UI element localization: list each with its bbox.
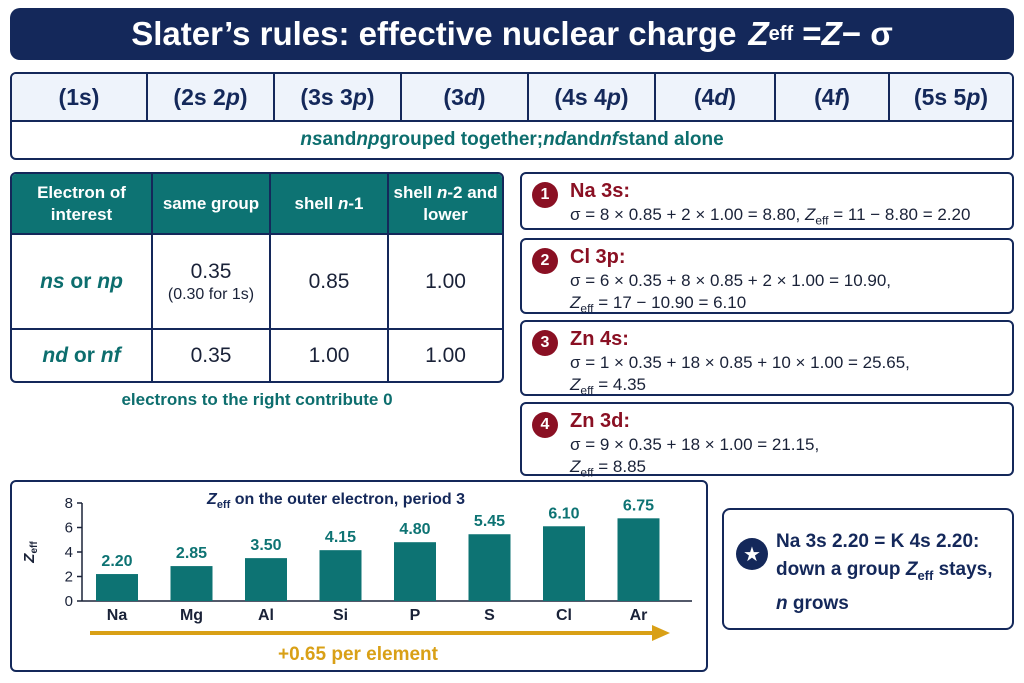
callout-line-1: Na 3s 2.20 = K 4s 2.20: xyxy=(776,531,980,552)
table-row: ns or np 0.35 (0.30 for 1s) 0.85 1.00 xyxy=(12,232,502,330)
x-tick-label: S xyxy=(484,607,495,624)
y-tick-label: 0 xyxy=(65,593,73,610)
row-label: nd or nf xyxy=(12,328,153,381)
example-heading: Zn 4s: xyxy=(570,328,629,350)
trend-arrow-head xyxy=(652,625,670,641)
badge-number: 4 xyxy=(532,412,558,438)
bar-p xyxy=(394,542,436,601)
title-text: Slater’s rules: effective nuclear charge xyxy=(131,15,737,52)
example-heading: Cl 3p: xyxy=(570,246,626,268)
title-rest: − σ xyxy=(841,15,893,52)
bar-ar xyxy=(617,518,660,601)
badge-number: 1 xyxy=(532,182,558,208)
chart-title: Zeff on the outer electron, period 3 xyxy=(206,491,465,511)
example-card-2: 2 Cl 3p: σ = 6 × 0.35 + 8 × 0.85 + 2 × 1… xyxy=(520,238,1014,315)
title-z: Z xyxy=(748,15,769,52)
orbital-groups-row: (1s) (2s 2 p) (3s 3 p) (3 d) (4s 4 p) (4 d) (… xyxy=(12,74,1012,122)
orbital-groups-panel: (1s) (2s 2 p) (3s 3 p) (3 d) (4s 4 p) (4 d) (… xyxy=(10,72,1014,160)
example-line: σ = 1 × 0.35 + 18 × 0.85 + 10 × 1.00 = 2… xyxy=(570,353,910,372)
bar-na xyxy=(96,574,138,601)
x-tick-label: Cl xyxy=(556,607,572,624)
trend-label: +0.65 per element xyxy=(278,644,439,665)
bar-al xyxy=(245,558,287,601)
grouping-note: ns and np grouped together; nd and nf st… xyxy=(300,129,724,150)
example-line: σ = 8 × 0.85 + 2 × 1.00 = 8.80, Zeff = 1… xyxy=(570,205,971,228)
title-z2: Z xyxy=(821,15,842,52)
callout-line-2: down a group Zeff stays, xyxy=(776,559,993,583)
x-tick-label: Al xyxy=(258,607,274,624)
cell-same: 0.35 xyxy=(152,328,271,381)
example-card-3: 3 Zn 4s: σ = 1 × 0.35 + 18 × 0.85 + 10 ×… xyxy=(520,320,1014,397)
y-tick-label: 2 xyxy=(65,569,73,586)
cell-n1: 1.00 xyxy=(270,328,389,381)
bar-mg xyxy=(170,566,213,601)
cell-n2: 1.00 xyxy=(388,232,502,330)
bar-value-label: 6.75 xyxy=(623,497,654,514)
y-tick-label: 8 xyxy=(65,495,73,512)
x-tick-label: Mg xyxy=(180,607,203,624)
bar-value-label: 2.85 xyxy=(176,545,207,562)
group-cell-1: (1s) xyxy=(12,74,148,120)
header-shell-n2: shell n-2 and lower xyxy=(388,174,502,234)
table-footnote: electrons to the right contribute 0 xyxy=(121,390,393,409)
bar-value-label: 5.45 xyxy=(474,513,505,530)
group-cell-8: (5s 5 p) xyxy=(913,83,989,110)
shielding-table: Electron of interest same group shell n-… xyxy=(10,172,504,383)
group-cell-6: (4 d) xyxy=(656,74,776,120)
badge-number: 2 xyxy=(532,248,558,274)
example-card-1: 1 Na 3s: σ = 8 × 0.85 + 2 × 1.00 = 8.80,… xyxy=(520,172,1014,230)
example-line: Zeff = 8.85 xyxy=(570,457,646,480)
cell-n1: 0.85 xyxy=(270,232,389,330)
y-tick-label: 4 xyxy=(65,544,73,561)
y-tick-label: 6 xyxy=(65,520,73,537)
page-title: Slater’s rules: effective nuclear charge… xyxy=(10,8,1014,60)
group-cell-5: (4s 4 p) xyxy=(529,74,656,120)
title-eff: eff xyxy=(768,22,794,45)
example-line: σ = 9 × 0.35 + 18 × 1.00 = 21.15, xyxy=(570,435,820,454)
badge-number: 3 xyxy=(532,330,558,356)
example-line: Zeff = 17 − 10.90 = 6.10 xyxy=(570,293,747,316)
cell-n2: 1.00 xyxy=(388,328,502,381)
header-electron: Electron of interest xyxy=(12,174,153,234)
example-line: σ = 6 × 0.35 + 8 × 0.85 + 2 × 1.00 = 10.… xyxy=(570,271,891,290)
x-tick-label: Si xyxy=(333,607,348,624)
bar-value-label: 4.15 xyxy=(325,529,356,546)
example-heading: Na 3s: xyxy=(570,180,631,202)
example-card-4: 4 Zn 3d: σ = 9 × 0.35 + 18 × 1.00 = 21.1… xyxy=(520,402,1014,479)
callout-line-3: n grows xyxy=(776,592,849,614)
header-shell-n1: shell n-1 xyxy=(270,174,389,234)
table-row: nd or nf 0.35 1.00 1.00 xyxy=(12,328,502,381)
chart-svg: Zeff on the outer electron, period 3 Zef… xyxy=(21,491,692,665)
group-cell-4: (3 d) xyxy=(402,74,529,120)
cell-same: 0.35 (0.30 for 1s) xyxy=(152,232,271,330)
row-label: ns or np xyxy=(12,232,153,330)
x-tick-label: Na xyxy=(107,607,128,624)
y-axis-label: Zeff xyxy=(21,541,40,564)
x-tick-label: Ar xyxy=(630,607,648,624)
x-tick-label: P xyxy=(410,607,421,624)
header-same-group: same group xyxy=(152,174,271,234)
bar-value-label: 4.80 xyxy=(399,521,430,538)
bar-si xyxy=(319,550,362,601)
group-cell-2: (2s 2 p) xyxy=(148,74,275,120)
bar-cl xyxy=(543,526,585,601)
bar-value-label: 3.50 xyxy=(250,537,281,554)
zeff-bar-chart: Zeff on the outer electron, period 3 Zef… xyxy=(10,480,708,672)
group-cell-7: (4 f) xyxy=(776,74,890,120)
bar-s xyxy=(468,534,511,601)
group-cell-3: (3s 3 p) xyxy=(275,74,402,120)
example-line: Zeff = 4.35 xyxy=(570,375,646,398)
group-trend-callout: ★ Na 3s 2.20 = K 4s 2.20: down a group Z… xyxy=(722,508,1014,630)
title-eq: = xyxy=(802,15,822,52)
table-header-row: Electron of interest same group shell n-… xyxy=(12,174,502,234)
bar-value-label: 6.10 xyxy=(548,505,579,522)
star-icon: ★ xyxy=(736,538,768,570)
example-heading: Zn 3d: xyxy=(570,410,630,432)
bar-value-label: 2.20 xyxy=(101,553,132,570)
